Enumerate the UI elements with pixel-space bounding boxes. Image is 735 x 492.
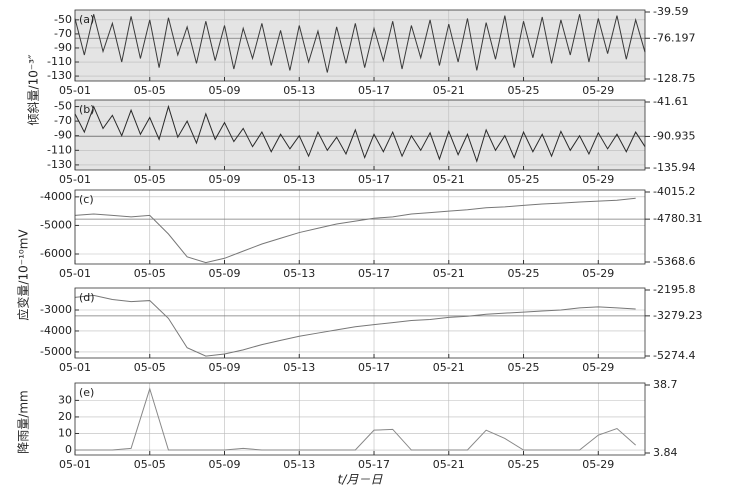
- x-tick-label: 05-25: [508, 458, 540, 471]
- x-tick-label: 05-21: [433, 84, 465, 97]
- x-tick-label: 05-25: [508, 361, 540, 374]
- y-tick-label: -110: [47, 143, 72, 156]
- x-tick-label: 05-25: [508, 267, 540, 280]
- right-label: -128.75: [653, 72, 695, 85]
- x-tick-label: 05-05: [134, 458, 166, 471]
- y-axis-title: 倾斜量/10⁻³″: [27, 54, 41, 125]
- x-tick-label: 05-09: [209, 173, 241, 186]
- right-label: -135.94: [653, 161, 695, 174]
- plot-frame: [74, 287, 646, 359]
- panel-label: (c): [79, 193, 94, 206]
- right-label: -4015.2: [653, 185, 695, 198]
- right-label: -5274.4: [653, 349, 695, 362]
- x-tick-label: 05-29: [582, 361, 614, 374]
- x-axis-title: t/月－日: [338, 473, 384, 487]
- plot-area: [75, 288, 645, 358]
- x-tick-label: 05-13: [283, 267, 315, 280]
- x-tick-label: 05-17: [358, 173, 390, 186]
- y-tick-label: 0: [65, 443, 72, 456]
- y-tick-label: -6000: [40, 247, 72, 260]
- data-line: [75, 387, 636, 451]
- y-tick-label: -130: [47, 158, 72, 171]
- y-tick-label: -110: [47, 55, 72, 68]
- plot-frame: [74, 382, 646, 456]
- right-label: -4780.31: [653, 212, 702, 225]
- x-tick-label: 05-13: [283, 84, 315, 97]
- y-tick-label: -5000: [40, 345, 72, 358]
- x-tick-label: 05-29: [582, 267, 614, 280]
- right-label: 38.7: [653, 378, 678, 391]
- x-tick-label: 05-21: [433, 361, 465, 374]
- panel-label: (d): [79, 291, 95, 304]
- x-tick-label: 05-01: [59, 84, 91, 97]
- data-line: [74, 294, 636, 357]
- x-tick-label: 05-25: [508, 84, 540, 97]
- plot-frame: [74, 9, 646, 82]
- x-tick-label: 05-17: [358, 84, 390, 97]
- panel-label: (e): [79, 386, 94, 399]
- x-tick-label: 05-01: [59, 173, 91, 186]
- x-tick-label: 05-05: [134, 361, 166, 374]
- x-tick-label: 05-01: [59, 458, 91, 471]
- x-tick-label: 05-09: [209, 361, 241, 374]
- x-tick-label: 05-09: [209, 458, 241, 471]
- x-tick-label: 05-13: [283, 361, 315, 374]
- x-tick-label: 05-21: [433, 173, 465, 186]
- right-label: -39.59: [653, 5, 688, 18]
- x-tick-label: 05-29: [582, 84, 614, 97]
- x-tick-label: 05-09: [209, 267, 241, 280]
- x-tick-label: 05-01: [59, 267, 91, 280]
- x-tick-label: 05-13: [283, 458, 315, 471]
- y-tick-label: -130: [47, 69, 72, 82]
- y-tick-label: -4000: [40, 324, 72, 337]
- x-tick-label: 05-29: [582, 173, 614, 186]
- y-axis-title: 降雨量/mm: [17, 390, 31, 453]
- x-tick-label: 05-09: [209, 84, 241, 97]
- right-label: -2195.8: [653, 283, 695, 296]
- y-tick-label: -5000: [40, 218, 72, 231]
- y-tick-label: -90: [54, 41, 72, 54]
- y-tick-label: -70: [54, 27, 72, 40]
- right-label: 3.84: [653, 446, 678, 459]
- plot-area: [75, 190, 645, 264]
- right-label: -90.935: [653, 129, 695, 142]
- y-axis-title: 应变量/10⁻¹⁰mV: [16, 229, 31, 321]
- x-tick-label: 05-05: [134, 267, 166, 280]
- y-tick-label: -50: [54, 100, 72, 113]
- right-label: -41.61: [653, 95, 688, 108]
- y-tick-label: 10: [58, 426, 72, 439]
- y-tick-label: 30: [58, 393, 72, 406]
- x-tick-label: 05-17: [358, 361, 390, 374]
- panel-label: (b): [79, 103, 95, 116]
- x-tick-label: 05-13: [283, 173, 315, 186]
- y-tick-label: -50: [54, 13, 72, 26]
- right-label: -76.197: [653, 31, 695, 44]
- plot-area: [75, 383, 645, 455]
- x-tick-label: 05-05: [134, 173, 166, 186]
- y-tick-label: -3000: [40, 303, 72, 316]
- x-tick-label: 05-17: [358, 458, 390, 471]
- y-tick-label: 20: [58, 410, 72, 423]
- data-line: [74, 197, 636, 264]
- data-line: [74, 14, 646, 73]
- right-label: -5368.6: [653, 255, 695, 268]
- x-tick-label: 05-05: [134, 84, 166, 97]
- panel-label: (a): [79, 13, 94, 26]
- data-line: [74, 104, 646, 163]
- plot-frame: [74, 99, 646, 171]
- x-tick-label: 05-25: [508, 173, 540, 186]
- x-tick-label: 05-17: [358, 267, 390, 280]
- y-tick-label: -70: [54, 114, 72, 127]
- x-tick-label: 05-29: [582, 458, 614, 471]
- x-tick-label: 05-21: [433, 267, 465, 280]
- x-tick-label: 05-21: [433, 458, 465, 471]
- y-tick-label: -4000: [40, 190, 72, 203]
- right-label: -3279.23: [653, 309, 702, 322]
- y-tick-label: -90: [54, 129, 72, 142]
- plot-frame: [74, 189, 646, 265]
- x-tick-label: 05-01: [59, 361, 91, 374]
